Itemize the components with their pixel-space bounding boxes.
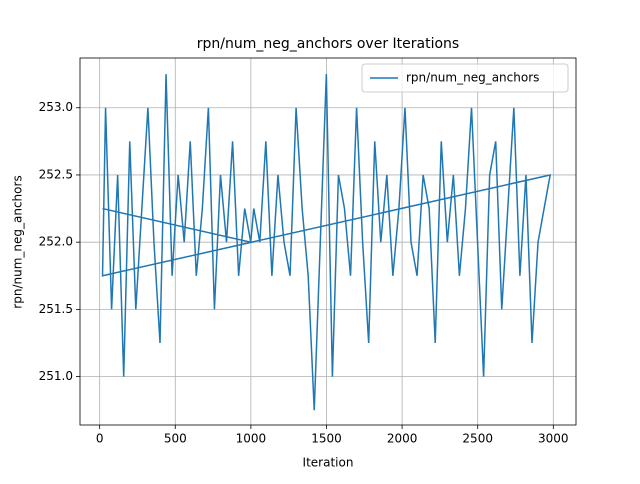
x-tick-label: 2500 (462, 432, 493, 446)
plot-frame (79, 57, 577, 426)
chart-title: rpn/num_neg_anchors over Iterations (197, 36, 459, 52)
x-tick-label: 3000 (538, 432, 569, 446)
legend-box (361, 63, 569, 93)
y-axis-label: rpn/num_neg_anchors (11, 175, 25, 308)
x-axis-label: Iteration (303, 456, 354, 470)
x-tick-label: 2000 (387, 432, 418, 446)
x-tick-label: 500 (164, 432, 187, 446)
line-series (101, 74, 552, 411)
x-tick-label: 0 (96, 432, 104, 446)
y-tick-label: 252.5 (39, 167, 73, 181)
y-tick-label: 253.0 (39, 100, 73, 114)
x-tick-label: 1500 (311, 432, 342, 446)
x-tick-label: 1000 (236, 432, 267, 446)
legend-label: rpn/num_neg_anchors (406, 71, 539, 85)
y-tick-label: 252.0 (39, 235, 73, 249)
y-tick-label: 251.0 (39, 369, 73, 383)
y-tick-label: 251.5 (39, 302, 73, 316)
